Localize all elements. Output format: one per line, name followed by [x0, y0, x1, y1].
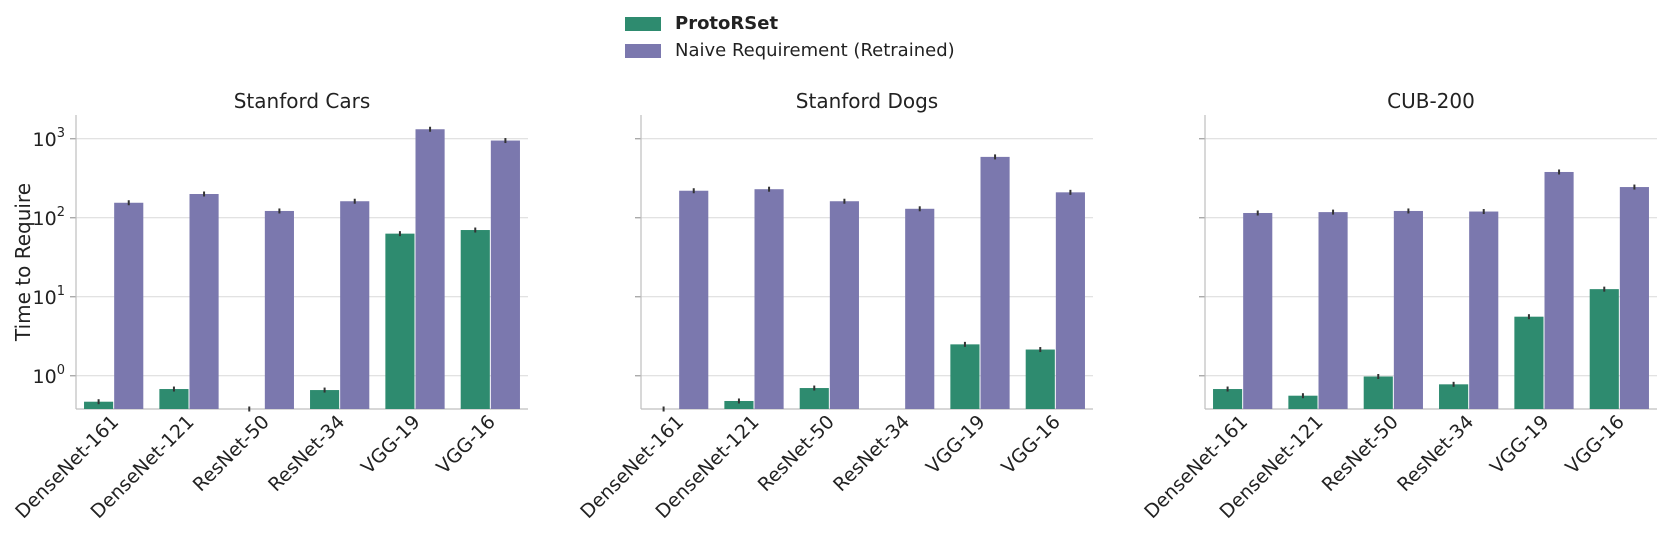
- stanford-cars-bar-naive-requirement-retrained-resnet-34: [340, 201, 370, 409]
- cub-200-bar-protorset-resnet-50: [1363, 376, 1393, 409]
- stanford-dogs-xtick-label: VGG-16: [997, 411, 1065, 479]
- stanford-dogs-xtick-label: VGG-19: [922, 411, 990, 479]
- stanford-cars-title: Stanford Cars: [234, 89, 371, 113]
- stanford-dogs-title: Stanford Dogs: [796, 89, 938, 113]
- cub-200-bar-naive-requirement-retrained-densenet-121: [1318, 212, 1348, 409]
- cub-200-bar-naive-requirement-retrained-resnet-34: [1469, 211, 1499, 409]
- ytick-label: 103: [33, 126, 65, 151]
- cub-200-xtick-label: VGG-16: [1561, 411, 1629, 479]
- cub-200-xtick-label: ResNet-34: [1393, 411, 1478, 496]
- legend-item-naive[interactable]: Naive Requirement (Retrained): [625, 37, 955, 64]
- legend-label-protorset: ProtoRSet: [675, 13, 779, 34]
- legend-item-protorset[interactable]: ProtoRSet: [625, 10, 955, 37]
- cub-200-xtick-label: VGG-19: [1486, 411, 1554, 479]
- stanford-dogs-bar-naive-requirement-retrained-resnet-50: [829, 201, 859, 409]
- stanford-cars-xtick-label: ResNet-34: [264, 411, 349, 496]
- stanford-dogs-bar-protorset-vgg-19: [950, 344, 980, 409]
- ytick-label: 100: [33, 363, 65, 388]
- stanford-cars-xtick-label: VGG-16: [432, 411, 500, 479]
- legend-label-naive: Naive Requirement (Retrained): [675, 40, 955, 61]
- stanford-dogs-bar-naive-requirement-retrained-vgg-16: [1055, 192, 1085, 409]
- legend-swatch-naive: [625, 43, 661, 58]
- stanford-cars-bar-protorset-densenet-161: [84, 401, 114, 409]
- cub-200-bar-protorset-densenet-161: [1213, 389, 1243, 409]
- stanford-cars-bar-protorset-resnet-34: [310, 390, 340, 409]
- cub-200-bar-naive-requirement-retrained-vgg-16: [1619, 187, 1649, 409]
- ytick-label: 102: [33, 205, 65, 230]
- stanford-cars-bar-naive-requirement-retrained-densenet-121: [189, 194, 219, 409]
- stanford-cars-bar-naive-requirement-retrained-resnet-50: [264, 210, 294, 409]
- cub-200-xtick-label: ResNet-50: [1318, 411, 1403, 496]
- stanford-dogs-bar-naive-requirement-retrained-densenet-161: [679, 190, 709, 409]
- y-axis-label: Time to Require: [11, 183, 35, 342]
- stanford-cars-bar-naive-requirement-retrained-vgg-19: [415, 129, 445, 409]
- stanford-dogs-xtick-label: ResNet-50: [754, 411, 839, 496]
- stanford-cars-bar-protorset-vgg-19: [385, 233, 415, 409]
- cub-200-title: CUB-200: [1387, 89, 1475, 113]
- cub-200-bar-protorset-densenet-121: [1288, 395, 1318, 409]
- stanford-cars-bar-protorset-densenet-121: [159, 389, 189, 409]
- stanford-dogs-bar-naive-requirement-retrained-densenet-121: [754, 189, 784, 409]
- stanford-dogs-bar-protorset-resnet-50: [799, 388, 829, 409]
- cub-200-bar-naive-requirement-retrained-vgg-19: [1544, 171, 1574, 409]
- stanford-dogs-xtick-label: ResNet-34: [829, 411, 914, 496]
- cub-200-bar-protorset-resnet-34: [1439, 384, 1469, 409]
- stanford-cars-xtick-label: ResNet-50: [189, 411, 274, 496]
- stanford-dogs-bar-protorset-densenet-121: [724, 400, 754, 409]
- cub-200-bar-naive-requirement-retrained-densenet-161: [1243, 212, 1273, 409]
- ytick-label: 101: [33, 284, 65, 309]
- cub-200-bar-naive-requirement-retrained-resnet-50: [1393, 210, 1423, 409]
- stanford-dogs-bar-naive-requirement-retrained-vgg-19: [980, 156, 1010, 409]
- cub-200-bar-protorset-vgg-16: [1589, 289, 1619, 409]
- stanford-cars-xtick-label: VGG-19: [357, 411, 425, 479]
- cub-200-bar-protorset-vgg-19: [1514, 316, 1544, 409]
- stanford-dogs-bar-naive-requirement-retrained-resnet-34: [905, 208, 935, 409]
- stanford-cars-bar-naive-requirement-retrained-densenet-161: [114, 202, 144, 409]
- legend-swatch-protorset: [625, 16, 661, 31]
- stanford-cars-bar-naive-requirement-retrained-vgg-16: [490, 140, 520, 409]
- legend: ProtoRSet Naive Requirement (Retrained): [625, 10, 955, 64]
- stanford-cars-bar-protorset-vgg-16: [460, 230, 490, 409]
- stanford-dogs-bar-protorset-vgg-16: [1025, 349, 1055, 409]
